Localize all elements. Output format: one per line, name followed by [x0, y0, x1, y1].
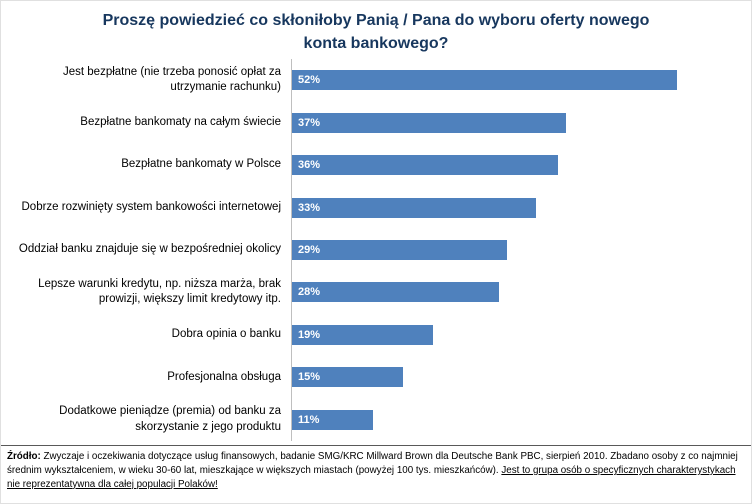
category-label: Bezpłatne bankomaty na całym świecie — [80, 115, 281, 128]
chart-row: Oddział banku znajduje się w bezpośredni… — [9, 228, 721, 272]
chart-row: Dobrze rozwinięty system bankowości inte… — [9, 186, 721, 229]
chart-title: Proszę powiedzieć co skłoniłoby Panią / … — [102, 12, 650, 53]
chart-row: Dodatkowe pieniądze (premia) od banku za… — [9, 398, 721, 441]
bar-value-label: 37% — [298, 116, 321, 129]
bar-area: 19% — [291, 313, 721, 357]
category-label: Dobra opinia o banku — [171, 328, 281, 341]
source-note: Źródło: Zwyczaje i oczekiwania dotyczące… — [1, 445, 751, 503]
bar-value-label: 15% — [298, 371, 321, 384]
bar: 52% — [292, 70, 677, 91]
category-label: Dobrze rozwinięty system bankowości inte… — [21, 200, 282, 213]
bar: 37% — [292, 112, 566, 133]
bar: 28% — [292, 282, 500, 303]
bar: 11% — [292, 409, 374, 430]
source-disclaimer: Jest to grupa osób o specyficznych chara… — [7, 464, 736, 490]
bar-value-label: 11% — [298, 413, 320, 426]
bar-area: 36% — [291, 143, 721, 187]
bar-area: 15% — [291, 356, 721, 399]
bar-area: 33% — [291, 186, 721, 229]
bar: 29% — [292, 239, 507, 260]
chart-row: Lepsze warunki kredytu, np. niższa marża… — [9, 271, 721, 314]
bar: 33% — [292, 197, 537, 218]
bar-area: 29% — [291, 228, 721, 272]
bar: 15% — [292, 367, 403, 388]
source-text: Zwyczaje i oczekiwania dotyczące usług f… — [7, 451, 738, 476]
bar: 19% — [292, 324, 433, 345]
category-label: Oddział banku znajduje się w bezpośredni… — [18, 243, 281, 256]
bar-area: 37% — [291, 101, 721, 144]
bar-area: 11% — [291, 398, 721, 441]
bar: 36% — [292, 155, 559, 176]
bar-value-label: 19% — [298, 328, 321, 341]
chart-row: Bezpłatne bankomaty w Polsce 36% — [9, 143, 721, 187]
bar-chart: Jest bezpłatne (nie trzeba ponosić opłat… — [9, 59, 721, 441]
chart-row: Bezpłatne bankomaty na całym świecie 37% — [9, 101, 721, 144]
category-label: Lepsze warunki kredytu, np. niższa marża… — [38, 277, 281, 306]
bar-value-label: 28% — [298, 286, 321, 299]
category-label: Bezpłatne bankomaty w Polsce — [121, 158, 281, 171]
bar-value-label: 29% — [298, 243, 321, 256]
category-label: Dodatkowe pieniądze (premia) od banku za… — [59, 405, 281, 433]
bar-value-label: 36% — [298, 159, 321, 172]
chart-row: Jest bezpłatne (nie trzeba ponosić opłat… — [9, 59, 721, 102]
bar-area: 52% — [291, 59, 721, 102]
bar-area: 28% — [291, 271, 721, 314]
category-label: Profesjonalna obsługa — [167, 370, 281, 383]
chart-row: Dobra opinia o banku 19% — [9, 313, 721, 357]
source-label: Źródło: — [7, 451, 41, 462]
bar-value-label: 52% — [298, 74, 321, 87]
chart-row: Profesjonalna obsługa 15% — [9, 356, 721, 399]
bar-value-label: 33% — [298, 201, 321, 214]
category-label: Jest bezpłatne (nie trzeba ponosić opłat… — [63, 65, 281, 94]
